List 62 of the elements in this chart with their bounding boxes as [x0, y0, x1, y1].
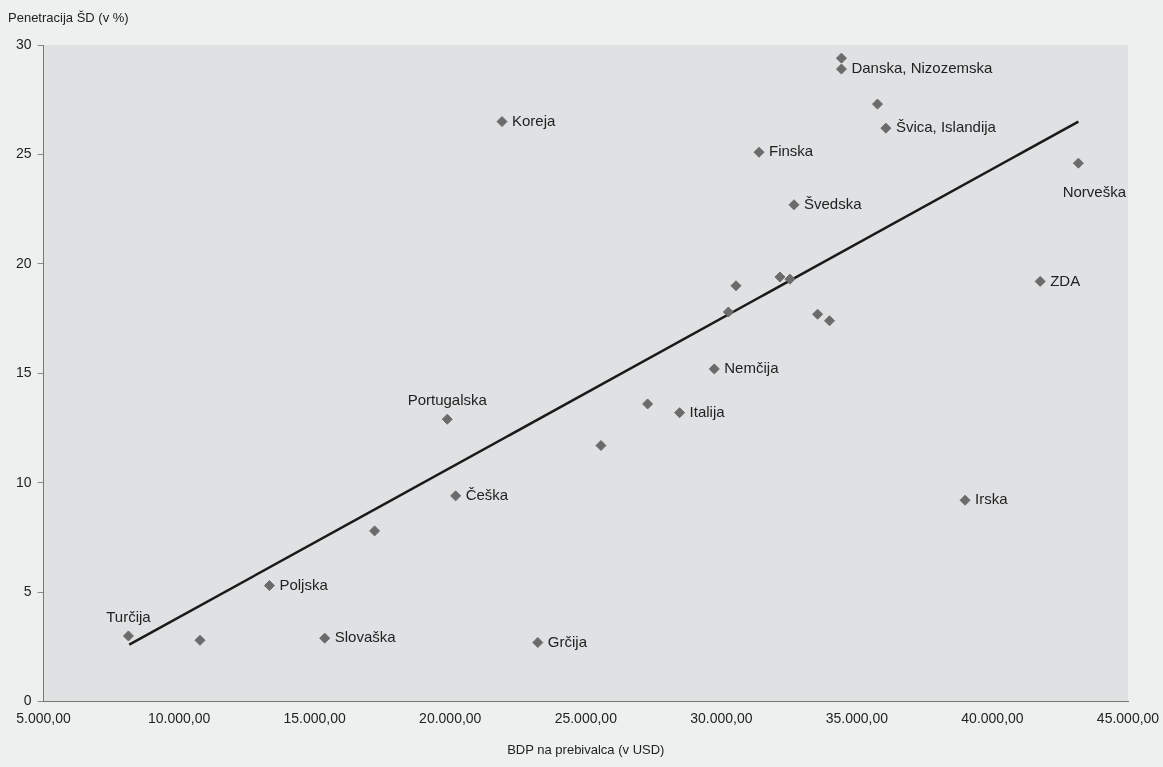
y-tick-label: 5: [23, 583, 32, 600]
point: [194, 634, 206, 646]
point: [708, 363, 720, 375]
point: [753, 146, 765, 158]
y-tick-label: 0: [23, 692, 32, 709]
point: [880, 122, 892, 134]
point: [774, 271, 786, 283]
point: [788, 199, 800, 211]
point: [496, 116, 508, 128]
point: [959, 494, 971, 506]
y-tick-label: 15: [15, 364, 32, 381]
annotation: Švica, Islandija: [895, 118, 997, 136]
x-tick-label: 20.000,00: [419, 709, 482, 726]
annotation: Nemčija: [724, 359, 780, 377]
point: [319, 632, 331, 644]
point: [441, 413, 453, 425]
point: [784, 273, 796, 285]
x-tick-label: 40.000,00: [961, 709, 1024, 726]
point: [812, 308, 824, 320]
x-tick-label: 25.000,00: [554, 709, 618, 726]
y-axis-title: Penetracija ŠD (v %): [8, 10, 129, 26]
point: [730, 280, 742, 292]
annotation: ZDA: [1050, 271, 1081, 289]
annotation: Portugalska: [407, 391, 488, 409]
annotation: Grčija: [547, 632, 588, 650]
point: [450, 490, 462, 502]
point: [642, 398, 654, 410]
point: [835, 52, 847, 64]
x-tick-label: 45.000,00: [1096, 709, 1160, 726]
x-tick-label: 30.000,00: [690, 709, 753, 726]
annotation: Finska: [769, 142, 814, 160]
point: [722, 306, 734, 318]
point: [835, 63, 847, 75]
y-tick-label: 30: [15, 35, 32, 52]
annotation: Danska, Nizozemska: [851, 59, 993, 77]
x-axis-title: BDP na prebivalca (v USD): [507, 741, 665, 757]
point: [1034, 275, 1046, 287]
y-tick-label: 20: [15, 254, 32, 271]
point: [674, 407, 686, 419]
annotation: Češka: [465, 486, 509, 504]
x-tick-label: 15.000,00: [283, 709, 347, 726]
annotation: Turčija: [106, 608, 152, 626]
point: [824, 315, 836, 327]
x-tick-label: 35.000,00: [825, 709, 889, 726]
annotation: Italija: [689, 402, 726, 420]
annotation: Koreja: [512, 111, 557, 129]
x-tick-label: 10.000,00: [147, 709, 211, 726]
point: [595, 440, 607, 452]
x-tick-label: 5.000,00: [16, 709, 72, 726]
point: [532, 637, 544, 649]
point: [872, 98, 883, 110]
annotation: Irska: [975, 490, 1009, 508]
y-tick-label: 10: [15, 473, 32, 490]
point: [263, 580, 275, 592]
point: [1072, 157, 1084, 169]
annotation: Slovaška: [334, 628, 397, 646]
y-tick-label: 25: [15, 145, 32, 162]
point: [122, 630, 134, 642]
annotation: Norveška: [1062, 183, 1127, 201]
annotation: Poljska: [279, 575, 329, 593]
point: [369, 525, 381, 537]
annotation: Švedska: [804, 194, 863, 212]
